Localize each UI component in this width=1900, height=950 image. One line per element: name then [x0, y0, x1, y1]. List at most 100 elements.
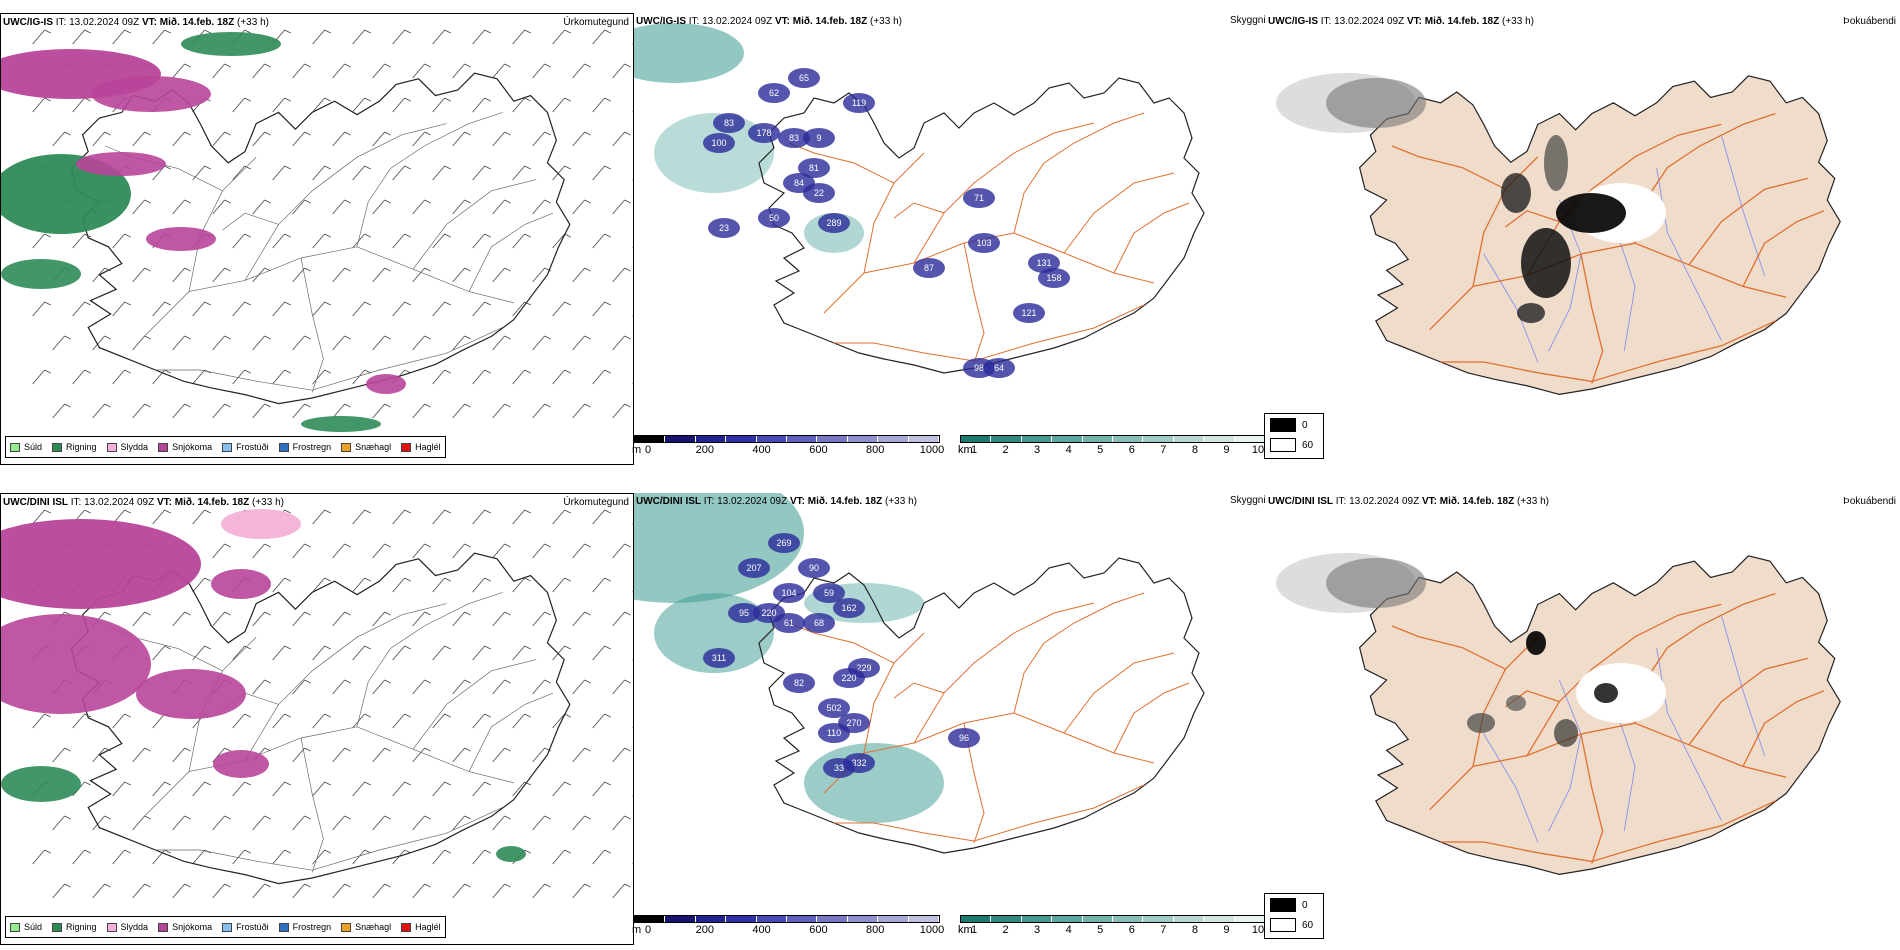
ceiling-value-label: 100 — [711, 138, 726, 148]
road-line — [1013, 592, 1145, 714]
road-line — [188, 156, 257, 292]
wind-barb-flag — [604, 29, 611, 34]
ceiling-value-label: 103 — [976, 238, 991, 248]
ceiling-area — [803, 183, 835, 203]
legend-label: Súld — [24, 922, 43, 932]
wind-barb-flag — [624, 199, 631, 204]
wind-barb — [372, 815, 385, 831]
wind-barb — [72, 713, 85, 729]
wind-barb-flag — [564, 97, 571, 102]
wind-barb — [552, 233, 565, 249]
wind-barb — [72, 301, 85, 317]
wind-barb — [512, 29, 525, 45]
wind-barb — [572, 63, 585, 79]
road-line — [1472, 156, 1539, 287]
colorbar-tick-label: 600 — [809, 924, 828, 936]
colorbar-tick-label: 600 — [809, 444, 828, 456]
wind-barb — [332, 267, 345, 283]
wind-barb — [192, 645, 205, 661]
wind-barb-flag — [384, 267, 391, 272]
wind-barb-flag — [44, 233, 51, 238]
ceiling-value-label: 83 — [789, 133, 799, 143]
wind-barb-flag — [344, 543, 351, 548]
wind-barb — [552, 97, 565, 113]
fog-label-bottom: Þokuábendi — [1843, 496, 1896, 507]
wind-barb-flag — [584, 883, 591, 888]
wind-barb-flag — [324, 97, 331, 102]
wind-barb — [252, 131, 265, 147]
road-line — [1742, 210, 1825, 287]
ceiling-colorbar-top: m 0 200 400 600 800 1000 — [632, 435, 944, 456]
wind-barb-flag — [464, 747, 471, 752]
wind-barb-flag — [224, 335, 231, 340]
wind-barb-flag — [244, 849, 251, 854]
wind-barb — [32, 301, 45, 317]
wind-barb — [372, 131, 385, 147]
snow-area — [1, 519, 201, 609]
wind-barb-flag — [604, 301, 611, 306]
fog-label-top: Þokuábendi — [1843, 16, 1896, 27]
legend-swatch — [341, 442, 352, 452]
wind-barb-flag — [304, 403, 311, 408]
wind-barb — [192, 577, 205, 593]
wind-barb — [52, 335, 65, 351]
wind-barb-flag — [364, 29, 371, 34]
road-line — [356, 112, 503, 247]
wind-barb — [292, 199, 305, 215]
ceiling-value-label: 23 — [719, 223, 729, 233]
visibility-colorbar-top: km 1 2 3 4 5 6 7 8 9 10 — [958, 435, 1266, 456]
wind-barb-flag — [444, 645, 451, 650]
fog-legend-item: 0 — [1270, 898, 1308, 912]
wind-barb — [272, 165, 285, 181]
wind-barb — [372, 199, 385, 215]
wind-barb — [32, 509, 45, 525]
wind-barb — [392, 29, 405, 45]
precip-legend-item: Rigning — [52, 442, 97, 452]
wind-barb-flag — [404, 781, 411, 786]
colorbar-tick-label: 800 — [866, 924, 885, 936]
colorbar-cell — [1082, 916, 1114, 922]
wind-barb — [372, 335, 385, 351]
legend-swatch — [10, 922, 20, 932]
wind-barb-flag — [224, 543, 231, 548]
fog-area — [1554, 719, 1578, 747]
wind-barb — [512, 97, 525, 113]
wind-barb-flag — [284, 97, 291, 102]
wind-barb-flag — [484, 781, 491, 786]
wind-barb — [292, 611, 305, 627]
wind-barb — [132, 267, 145, 283]
wind-barb — [272, 233, 285, 249]
fog-map-top — [1276, 73, 1841, 396]
ceiling-value-label: 158 — [1046, 273, 1061, 283]
wind-barb-flag — [304, 815, 311, 820]
wind-barb-flag — [364, 97, 371, 102]
wind-barb-flag — [364, 301, 371, 306]
wind-barb — [172, 611, 185, 627]
wind-barb-flag — [184, 199, 191, 204]
road-line — [1580, 253, 1604, 384]
wind-barb-flag — [344, 267, 351, 272]
wind-barb-flag — [384, 131, 391, 136]
wind-barb-flag — [404, 577, 411, 582]
legend-label: Haglél — [415, 442, 441, 452]
wind-barb — [472, 645, 485, 661]
wind-barb — [152, 713, 165, 729]
wind-barb — [232, 645, 245, 661]
wind-barb — [132, 199, 145, 215]
wind-barb — [372, 543, 385, 559]
wind-barb-flag — [364, 509, 371, 514]
colorbar-tick-label: 400 — [752, 444, 771, 456]
wind-barb — [212, 63, 225, 79]
wind-barb-flag — [264, 815, 271, 820]
colorbar-cell — [878, 916, 909, 922]
wind-barb — [272, 645, 285, 661]
wind-barb — [132, 131, 145, 147]
wind-barb-flag — [424, 679, 431, 684]
river-line — [1612, 701, 1636, 832]
road-line — [893, 682, 945, 699]
wind-barb-flag — [484, 233, 491, 238]
wind-barb — [252, 883, 265, 899]
wind-barb-flag — [124, 29, 131, 34]
wind-barb — [372, 883, 385, 899]
wind-barb-flag — [224, 403, 231, 408]
